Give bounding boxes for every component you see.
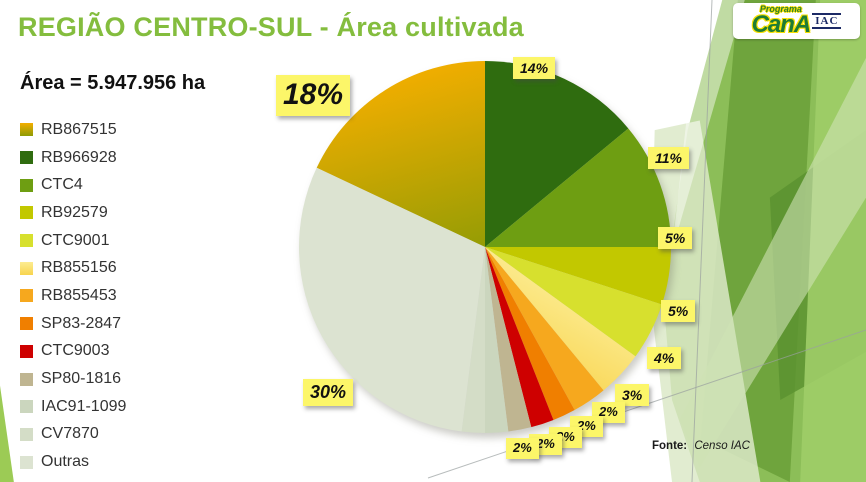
page-title: REGIÃO CENTRO-SUL - Área cultivada <box>18 12 524 42</box>
pie-chart <box>299 61 671 433</box>
percent-label-RB867515: 18% <box>276 75 351 116</box>
legend-label: RB92579 <box>41 203 108 221</box>
percent-label-RB966928: 14% <box>513 57 556 80</box>
legend-item-IAC91-1099: IAC91-1099 <box>20 393 126 421</box>
percent-label-CV7870: 2% <box>506 438 539 459</box>
legend-item-RB92579: RB92579 <box>20 199 126 227</box>
legend-swatch <box>20 317 33 331</box>
pie-slice-CTC9001 <box>485 247 662 357</box>
pie-slice-CTC9003 <box>485 247 554 428</box>
legend-item-CV7870: CV7870 <box>20 421 126 449</box>
logo-programa-text: Programa <box>759 3 802 14</box>
source-prefix: Fonte: <box>652 440 688 452</box>
percent-label-RB855453: 3% <box>615 384 650 407</box>
legend-swatch <box>20 372 33 386</box>
legend-item-CTC9003: CTC9003 <box>20 338 126 366</box>
legend-label: RB855156 <box>41 259 117 277</box>
legend-swatch <box>20 344 33 358</box>
pie-slice-RB92579 <box>485 247 671 305</box>
legend-swatch <box>20 178 33 192</box>
programa-cana-iac-logo: Programa CanA IAC <box>733 3 860 39</box>
legend-swatch <box>20 234 33 248</box>
legend-item-RB966928: RB966928 <box>20 144 126 172</box>
legend-item-Outras: Outras <box>20 448 126 476</box>
pie-slice-RB855156 <box>485 247 636 391</box>
legend-label: Outras <box>41 453 90 471</box>
legend-label: RB966928 <box>41 148 117 166</box>
legend-label: CTC9001 <box>41 231 110 249</box>
legend-item-SP83-2847: SP83-2847 <box>20 310 126 338</box>
percent-label-RB92579: 5% <box>658 227 693 250</box>
pie-slice-IAC91-1099 <box>485 247 509 433</box>
legend-swatch <box>20 289 33 303</box>
percent-label-RB855156: 4% <box>647 347 682 370</box>
legend-swatch <box>20 400 33 414</box>
legend-item-CTC9001: CTC9001 <box>20 227 126 255</box>
percent-label-SP83-2847: 2% <box>592 402 625 423</box>
pie-slice-SP80-1816 <box>485 247 532 432</box>
chart-legend: RB867515 RB966928 CTC4 RB92579 CTC9001 RB8551… <box>20 116 126 476</box>
legend-item-RB867515: RB867515 <box>20 116 126 144</box>
percent-label-CTC4: 11% <box>648 147 689 170</box>
source-text: Censo IAC <box>694 440 750 452</box>
source-note: Fonte: Censo IAC <box>652 440 750 452</box>
pie-slice-RB966928 <box>485 61 629 247</box>
legend-label: SP83-2847 <box>41 314 122 332</box>
total-area-label: Área = 5.947.956 ha <box>20 72 206 94</box>
legend-swatch <box>20 455 33 469</box>
legend-item-CTC4: CTC4 <box>20 171 126 199</box>
pie-slice-RB855453 <box>485 247 604 410</box>
pie-slice-SP83-2847 <box>485 247 575 420</box>
legend-label: CTC4 <box>41 176 83 194</box>
legend-label: SP80-1816 <box>41 370 122 388</box>
legend-item-SP80-1816: SP80-1816 <box>20 365 126 393</box>
legend-swatch <box>20 261 33 275</box>
legend-label: RB855453 <box>41 286 117 304</box>
logo-iac-badge: IAC <box>812 13 842 29</box>
pie-slice-CV7870 <box>461 247 485 433</box>
pie-slice-Outras <box>299 167 485 432</box>
legend-swatch <box>20 151 33 165</box>
legend-item-RB855453: RB855453 <box>20 282 126 310</box>
legend-label: RB867515 <box>41 120 117 138</box>
legend-label: IAC91-1099 <box>41 397 127 415</box>
percent-label-Outras: 30% <box>303 379 354 406</box>
pie-slice-CTC4 <box>485 128 671 247</box>
percent-label-CTC9001: 5% <box>661 300 696 323</box>
pie-slice-RB867515 <box>316 61 485 247</box>
logo-cana-text: CanA <box>751 10 812 38</box>
legend-label: CV7870 <box>41 425 99 443</box>
legend-item-RB855156: RB855156 <box>20 254 126 282</box>
legend-swatch <box>20 427 33 441</box>
legend-swatch <box>20 123 33 137</box>
legend-label: CTC9003 <box>41 342 110 360</box>
legend-swatch <box>20 206 33 220</box>
